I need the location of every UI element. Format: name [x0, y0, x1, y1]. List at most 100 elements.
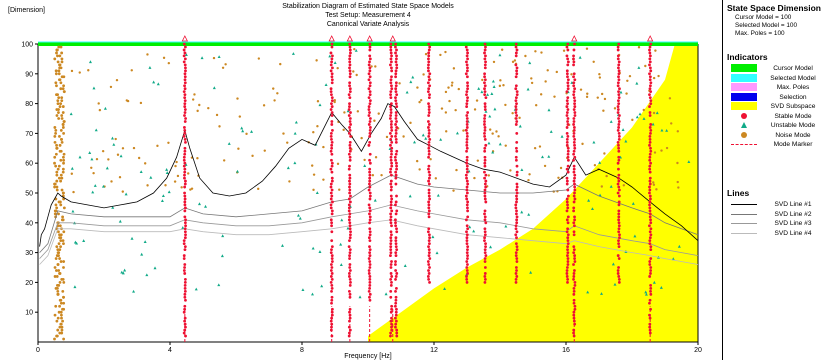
stable-mode-point — [484, 179, 488, 183]
noise-mode-point — [62, 260, 66, 263]
noise-mode-point — [215, 113, 219, 117]
stable-mode-point — [616, 129, 620, 132]
noise-mode-point — [57, 72, 61, 76]
stable-mode-point — [368, 57, 372, 61]
noise-mode-point — [338, 188, 341, 191]
stable-mode-point — [514, 251, 518, 255]
stable-mode-point — [183, 72, 187, 76]
noise-mode-point — [56, 292, 60, 296]
y-tick-label: 60 — [25, 161, 33, 168]
stable-mode-point — [616, 140, 620, 144]
stable-mode-point — [427, 194, 431, 198]
stable-mode-point — [649, 266, 653, 269]
noise-mode-point — [380, 173, 383, 177]
stable-mode-point — [395, 209, 399, 213]
stable-mode-point — [388, 117, 392, 120]
stable-mode-point — [514, 51, 518, 55]
stable-mode-point — [649, 90, 653, 94]
noise-mode-point — [60, 140, 64, 144]
noise-mode-point — [56, 99, 60, 103]
stable-mode-point — [367, 203, 371, 207]
unstable-mode-point — [411, 75, 415, 79]
stable-mode-point — [514, 227, 518, 231]
stable-mode-point — [572, 63, 575, 67]
stable-mode-point — [483, 257, 487, 260]
stable-mode-point — [329, 69, 333, 73]
stable-mode-point — [330, 176, 334, 180]
unstable-mode-point — [250, 130, 254, 133]
stable-mode-point — [389, 236, 393, 240]
noise-mode-point — [55, 146, 59, 150]
noise-mode-point — [62, 242, 65, 246]
unstable-mode-point — [339, 263, 343, 266]
stable-mode-point — [466, 227, 470, 231]
stable-mode-point — [484, 242, 487, 246]
stable-mode-point — [573, 281, 577, 284]
stable-mode-point — [389, 105, 392, 108]
unstable-mode-point — [443, 287, 447, 290]
stable-mode-point — [572, 331, 575, 335]
noise-mode-point — [424, 52, 428, 56]
stable-mode-point — [572, 126, 576, 129]
stable-mode-point — [427, 233, 431, 237]
stable-mode-point — [426, 66, 430, 70]
stable-mode-point — [565, 105, 569, 108]
stable-mode-point — [348, 42, 352, 46]
noise-mode-point — [57, 242, 61, 246]
noise-mode-point — [642, 108, 645, 112]
stable-mode-point — [182, 42, 186, 46]
noise-mode-point — [434, 177, 438, 180]
stable-mode-point — [514, 63, 518, 67]
stable-mode-point — [183, 230, 187, 234]
noise-mode-point — [174, 164, 177, 168]
stable-mode-point — [483, 191, 487, 195]
noise-mode-point — [61, 215, 65, 219]
stable-mode-point — [464, 45, 468, 49]
unstable-mode-point — [526, 87, 530, 91]
stable-mode-point — [389, 167, 393, 171]
stable-mode-point — [648, 155, 652, 159]
stable-mode-point — [348, 200, 352, 204]
stable-mode-point — [183, 173, 186, 177]
stable-mode-point — [347, 245, 351, 249]
noise-mode-point — [312, 130, 315, 134]
stable-mode-point — [183, 245, 187, 249]
stable-mode-point — [484, 173, 488, 177]
noise-mode-point — [62, 206, 66, 210]
stable-mode-point — [617, 158, 621, 162]
unstable-mode-point — [491, 79, 495, 83]
noise-mode-point — [373, 119, 376, 122]
stable-mode-point — [465, 120, 469, 123]
stable-mode-point — [483, 197, 487, 201]
stable-mode-point — [427, 75, 431, 79]
noise-mode-point — [492, 60, 496, 64]
noise-mode-point — [444, 90, 448, 94]
noise-mode-point — [60, 57, 64, 61]
stable-mode-point — [573, 257, 576, 260]
stable-mode-point — [483, 266, 487, 269]
stable-mode-point — [616, 57, 620, 61]
unstable-mode-point — [143, 240, 147, 244]
noise-mode-point — [196, 157, 199, 160]
noise-mode-point — [62, 230, 66, 234]
stable-mode-point — [648, 66, 652, 70]
noise-mode-point — [55, 173, 59, 177]
stable-mode-point — [394, 278, 397, 281]
stable-mode-point — [483, 236, 486, 240]
stable-mode-point — [515, 69, 519, 73]
stable-mode-point — [389, 170, 392, 174]
noise-mode-point — [613, 107, 617, 110]
noise-mode-point — [59, 149, 63, 153]
unstable-mode-point — [318, 250, 322, 253]
noise-mode-point — [448, 99, 451, 103]
noise-mode-point — [418, 168, 421, 171]
stable-mode-point — [465, 281, 469, 284]
stabilization-chart[interactable]: [Dimension] Stabilization Diagram of Est… — [0, 0, 710, 360]
stable-mode-point — [368, 126, 372, 129]
stable-mode-point — [368, 292, 372, 296]
stable-mode-point — [389, 173, 393, 177]
unstable-mode-point — [598, 161, 602, 164]
stable-mode-point — [573, 218, 577, 222]
stable-mode-point — [349, 51, 352, 55]
